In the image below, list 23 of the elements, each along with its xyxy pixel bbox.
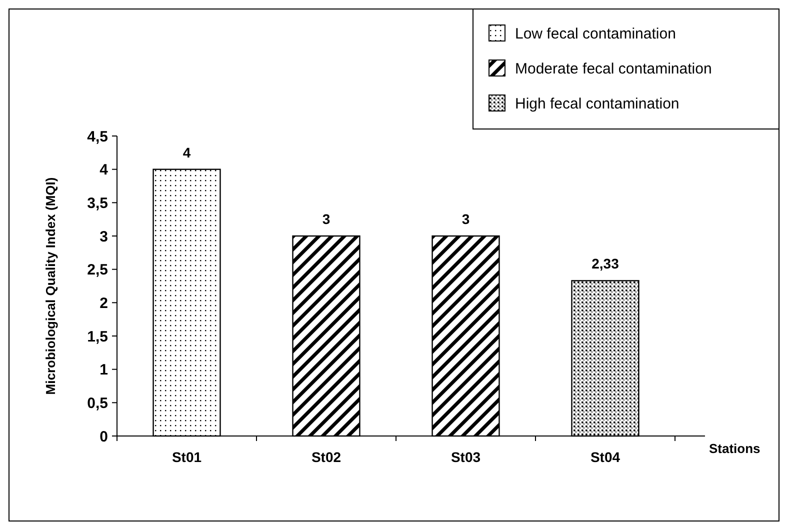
legend-label: Low fecal contamination [515, 25, 676, 42]
y-tick-label: 0 [100, 428, 108, 446]
y-tick-label: 3,5 [87, 194, 108, 212]
x-tick-label: St03 [450, 449, 481, 465]
x-tick-label: St02 [311, 449, 342, 465]
y-axis-title: Microbiological Quality Index (MQI) [43, 177, 58, 395]
y-tick-label: 2,5 [87, 262, 108, 279]
y-tick-label: 4,5 [87, 128, 108, 146]
legend-label: Moderate fecal contamination [515, 60, 712, 78]
data-label: 4 [182, 144, 191, 160]
data-label: 2,33 [592, 256, 620, 272]
y-tick-label: 0,5 [87, 394, 108, 412]
data-label: 3 [462, 211, 470, 227]
x-tick-label: St04 [590, 449, 620, 465]
y-tick-label: 3 [100, 228, 108, 246]
x-axis-title: Stations [709, 441, 760, 456]
y-tick-label: 1,5 [87, 328, 108, 346]
y-tick-label: 1 [100, 362, 108, 379]
data-label: 3 [322, 211, 330, 227]
y-tick-label: 4 [100, 162, 109, 179]
y-tick-label: 2 [100, 294, 108, 312]
legend-label: High fecal contamination [515, 95, 680, 112]
x-tick-label: St01 [172, 449, 202, 465]
